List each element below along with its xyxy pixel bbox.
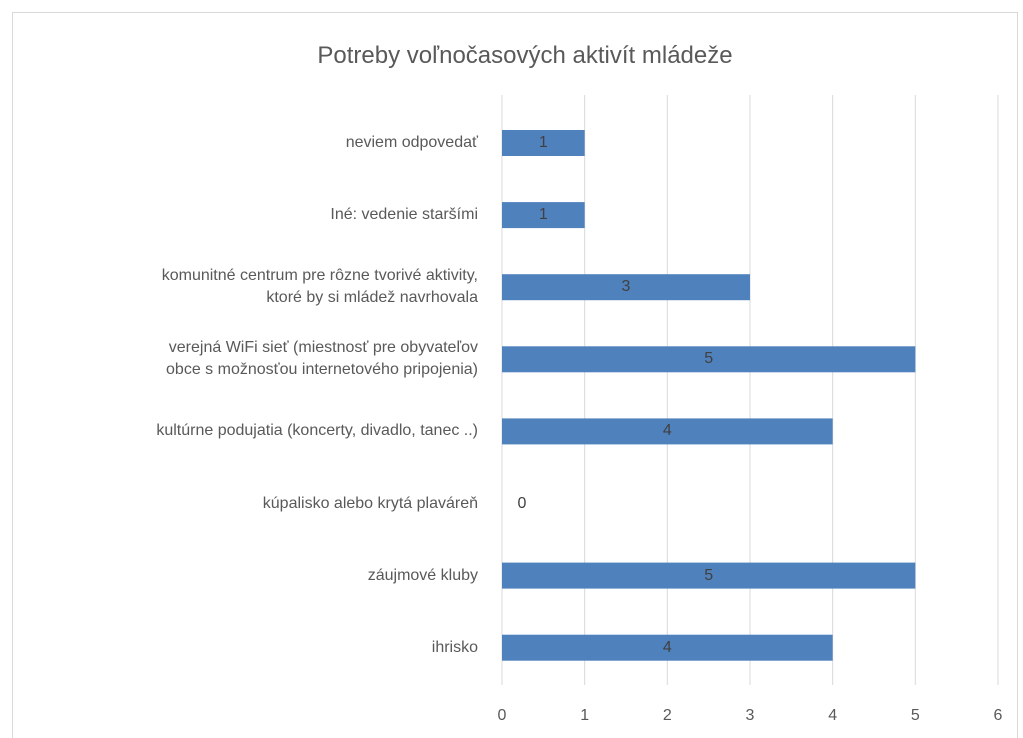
y-tick-label: neviem odpovedať	[345, 134, 478, 151]
y-tick-label: komunitné centrum pre rôzne tvorivé akti…	[161, 267, 478, 307]
y-tick-label: kultúrne podujatia (koncerty, divadlo, t…	[156, 422, 478, 440]
x-tick-label: 3	[745, 707, 755, 724]
y-tick-label: kúpalisko alebo krytá plaváreň	[262, 494, 478, 512]
y-tick-label: verejná WiFi sieť (miestnosť pre obyvate…	[166, 339, 478, 379]
y-tick-label: ihrisko	[431, 638, 478, 656]
data-label: 4	[662, 422, 672, 440]
bar	[502, 130, 585, 156]
data-label: 1	[538, 134, 548, 151]
data-label: 3	[621, 278, 631, 296]
bar	[502, 634, 833, 661]
x-tick-label: 0	[497, 707, 507, 724]
data-label: 0	[517, 494, 527, 512]
x-tick-label: 4	[828, 707, 838, 724]
bar	[502, 562, 916, 589]
bar	[502, 418, 833, 445]
data-label: 5	[704, 566, 714, 584]
data-label: 4	[662, 638, 672, 656]
frame	[12, 12, 1018, 738]
chart-title: Potreby voľnočasových aktivít mládeže	[317, 42, 733, 69]
y-tick-label: záujmové kluby	[367, 566, 478, 584]
bar	[502, 346, 916, 373]
data-label: 5	[704, 350, 714, 368]
x-tick-label: 2	[662, 707, 672, 724]
bar	[502, 202, 585, 229]
x-tick-label: 5	[910, 707, 920, 724]
data-label: 1	[538, 206, 548, 224]
x-tick-label: 1	[580, 707, 590, 724]
bar	[502, 274, 750, 301]
y-tick-label: Iné: vedenie staršími	[330, 206, 478, 224]
x-tick-label: 6	[993, 707, 1003, 724]
